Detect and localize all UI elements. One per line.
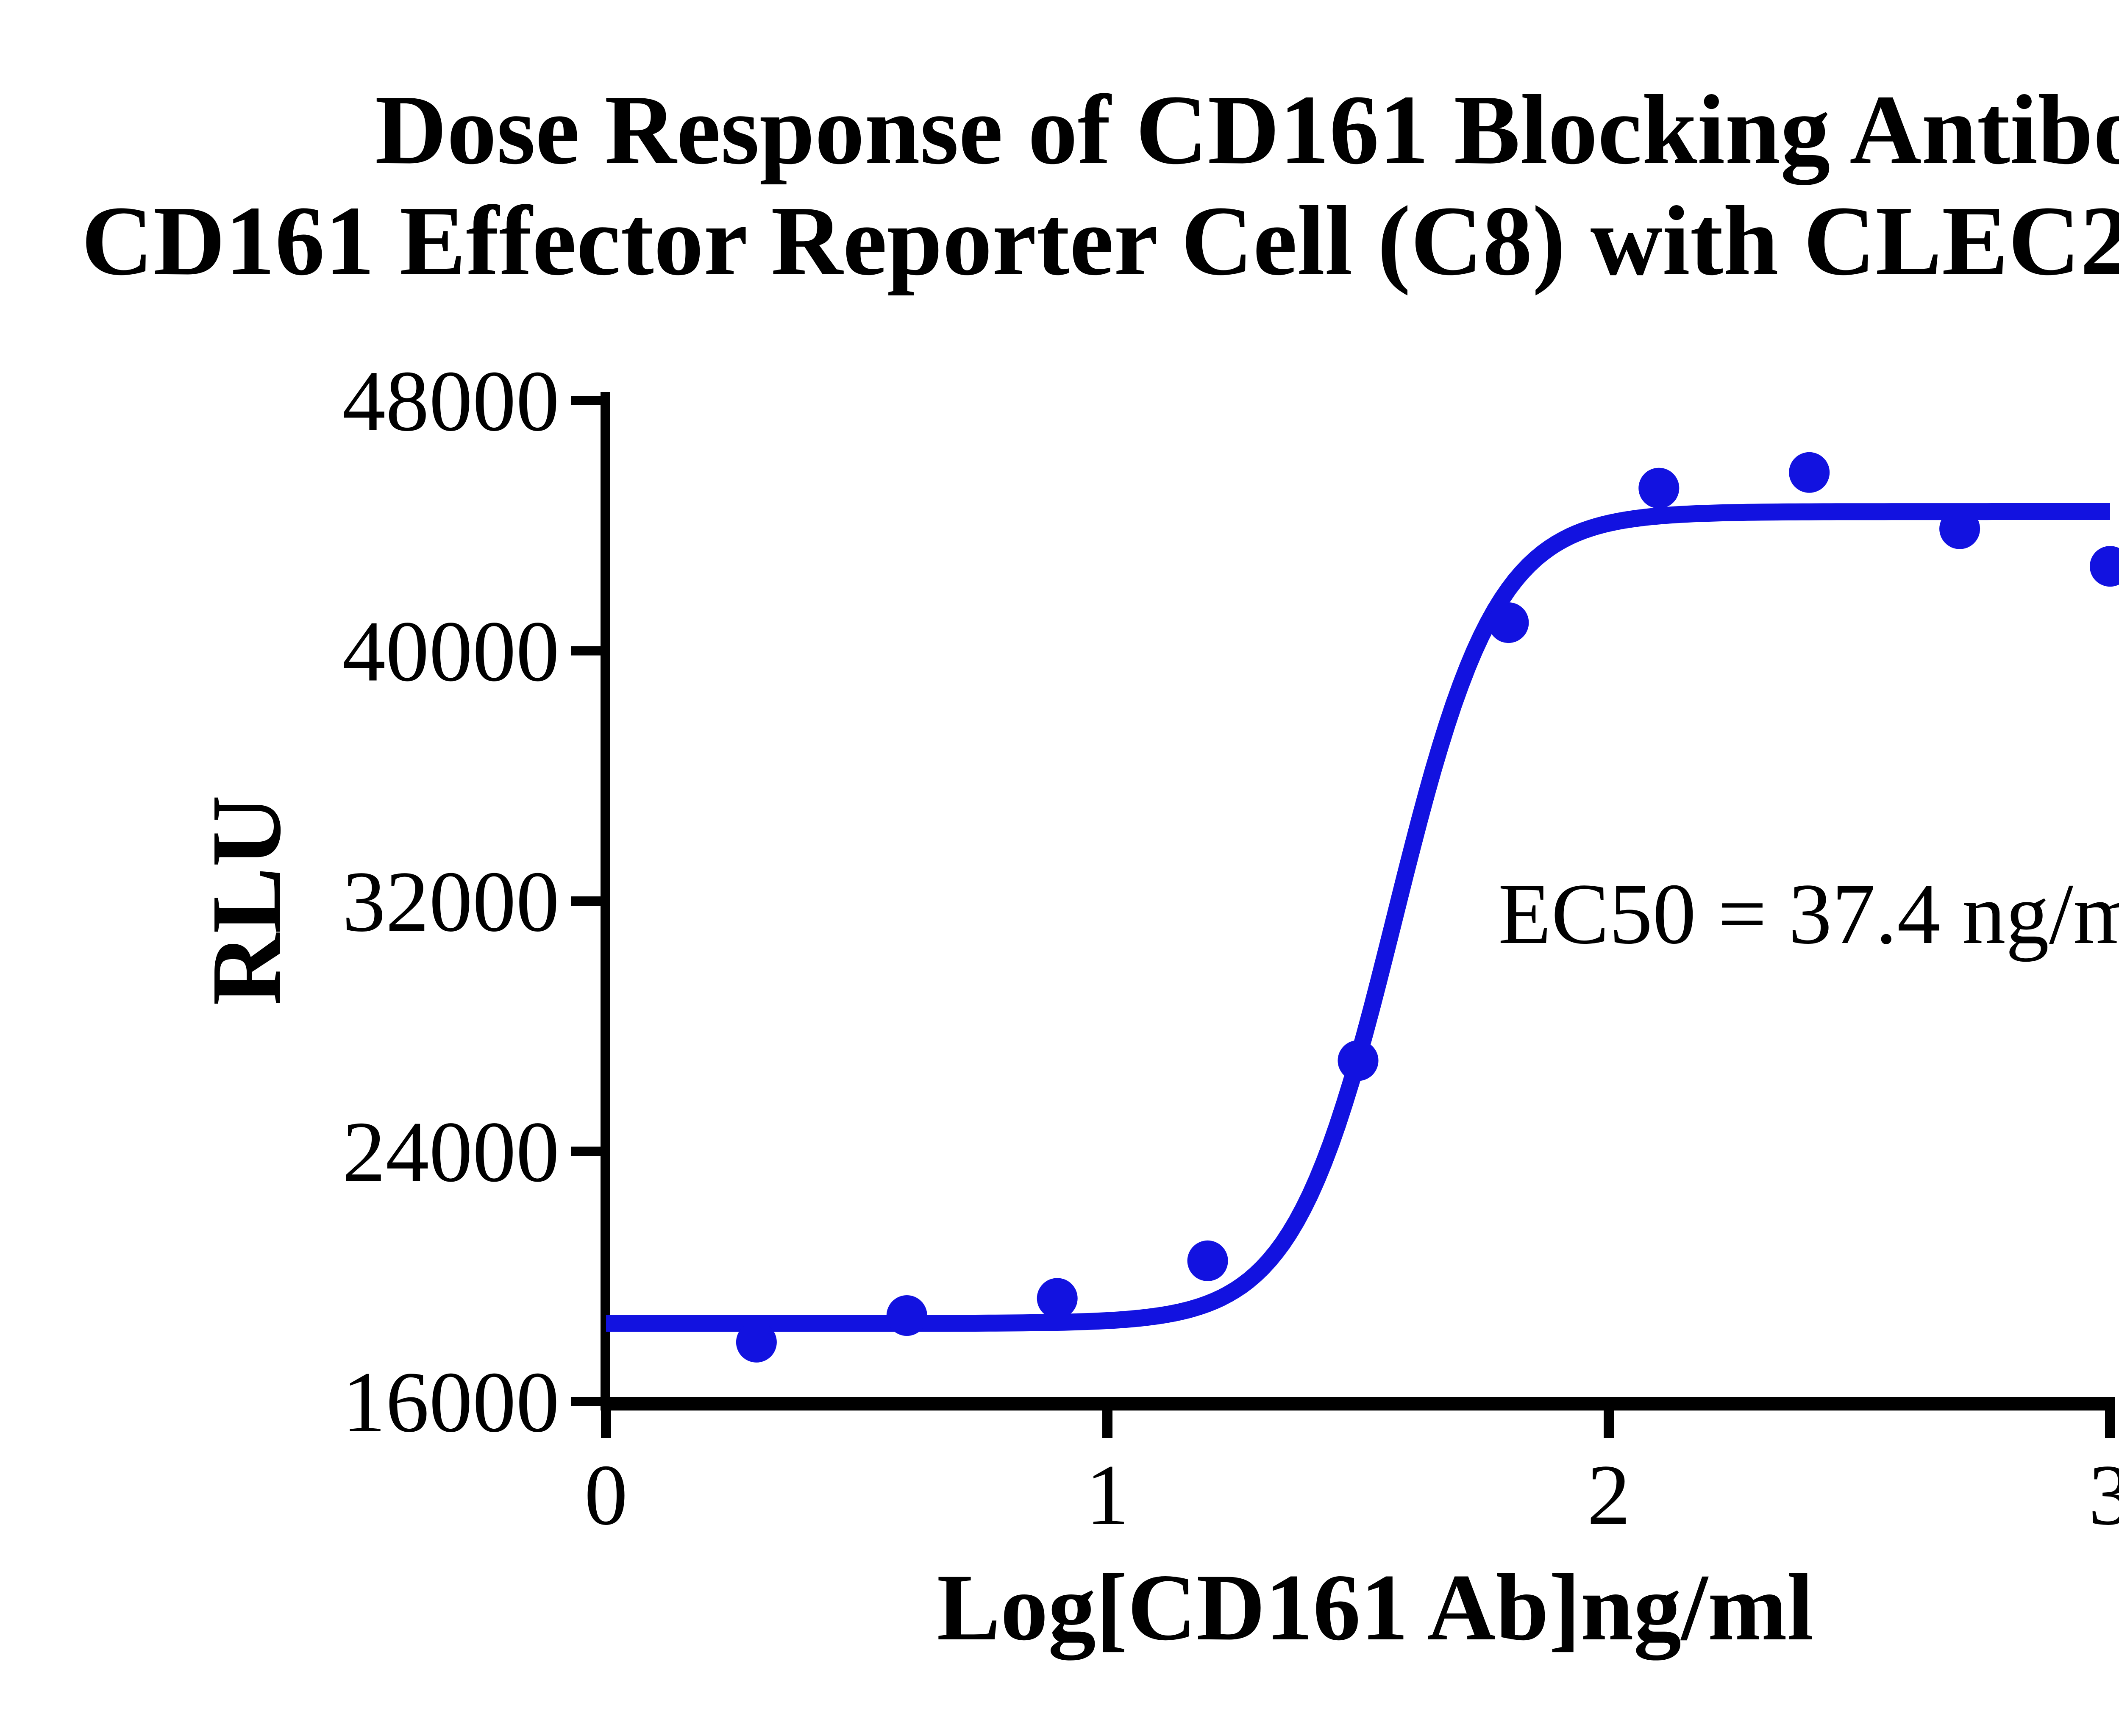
data-point [1187, 1240, 1228, 1281]
data-point [1338, 1040, 1379, 1081]
data-point [1638, 467, 1680, 509]
y-tick-labels: 16000 24000 32000 40000 48000 [342, 353, 560, 1450]
x-tick-label: 0 [584, 1447, 628, 1543]
x-tick-label: 3 [2088, 1447, 2119, 1543]
data-points [736, 452, 2119, 1363]
chart-title-line-1: Dose Response of CD161 Blocking Antibody… [375, 75, 2119, 185]
x-tick-mark [601, 1410, 611, 1438]
x-tick-mark [2105, 1410, 2115, 1438]
y-tick-label: 32000 [342, 854, 560, 950]
data-point [736, 1321, 777, 1363]
x-tick-mark [1604, 1410, 1614, 1438]
ec50-annotation: EC50 = 37.4 ng/ml [1498, 866, 2119, 962]
x-axis-label: Log[CD161 Ab]ng/ml [937, 1554, 1814, 1661]
y-axis-label: RLU [191, 795, 301, 1005]
y-tick-label: 48000 [342, 353, 560, 449]
x-tick-mark [1102, 1410, 1112, 1438]
y-tick-mark [571, 646, 601, 656]
y-tick-mark [571, 896, 601, 906]
y-tick-mark [571, 1397, 601, 1406]
x-tick-label: 2 [1587, 1447, 1631, 1543]
y-tick-label: 24000 [342, 1104, 560, 1200]
data-point [1037, 1278, 1078, 1319]
y-axis-line [601, 392, 610, 1410]
data-point [2090, 546, 2119, 587]
data-point [1939, 508, 1980, 549]
data-point [1789, 452, 1830, 493]
data-point [886, 1295, 927, 1336]
y-tick-mark [571, 396, 601, 405]
y-tick-label: 16000 [342, 1354, 560, 1450]
chart-title-line-2: CD161 Effector Reporter Cell (C8) with C… [81, 186, 2119, 296]
x-axis-line [601, 1397, 2115, 1410]
y-tick-mark [571, 1146, 601, 1156]
x-tick-label: 1 [1086, 1447, 1129, 1543]
x-tick-labels: 0 1 2 3 [584, 1447, 2119, 1543]
data-point [1488, 602, 1529, 643]
y-tick-label: 40000 [342, 604, 560, 700]
axes [571, 392, 2115, 1438]
